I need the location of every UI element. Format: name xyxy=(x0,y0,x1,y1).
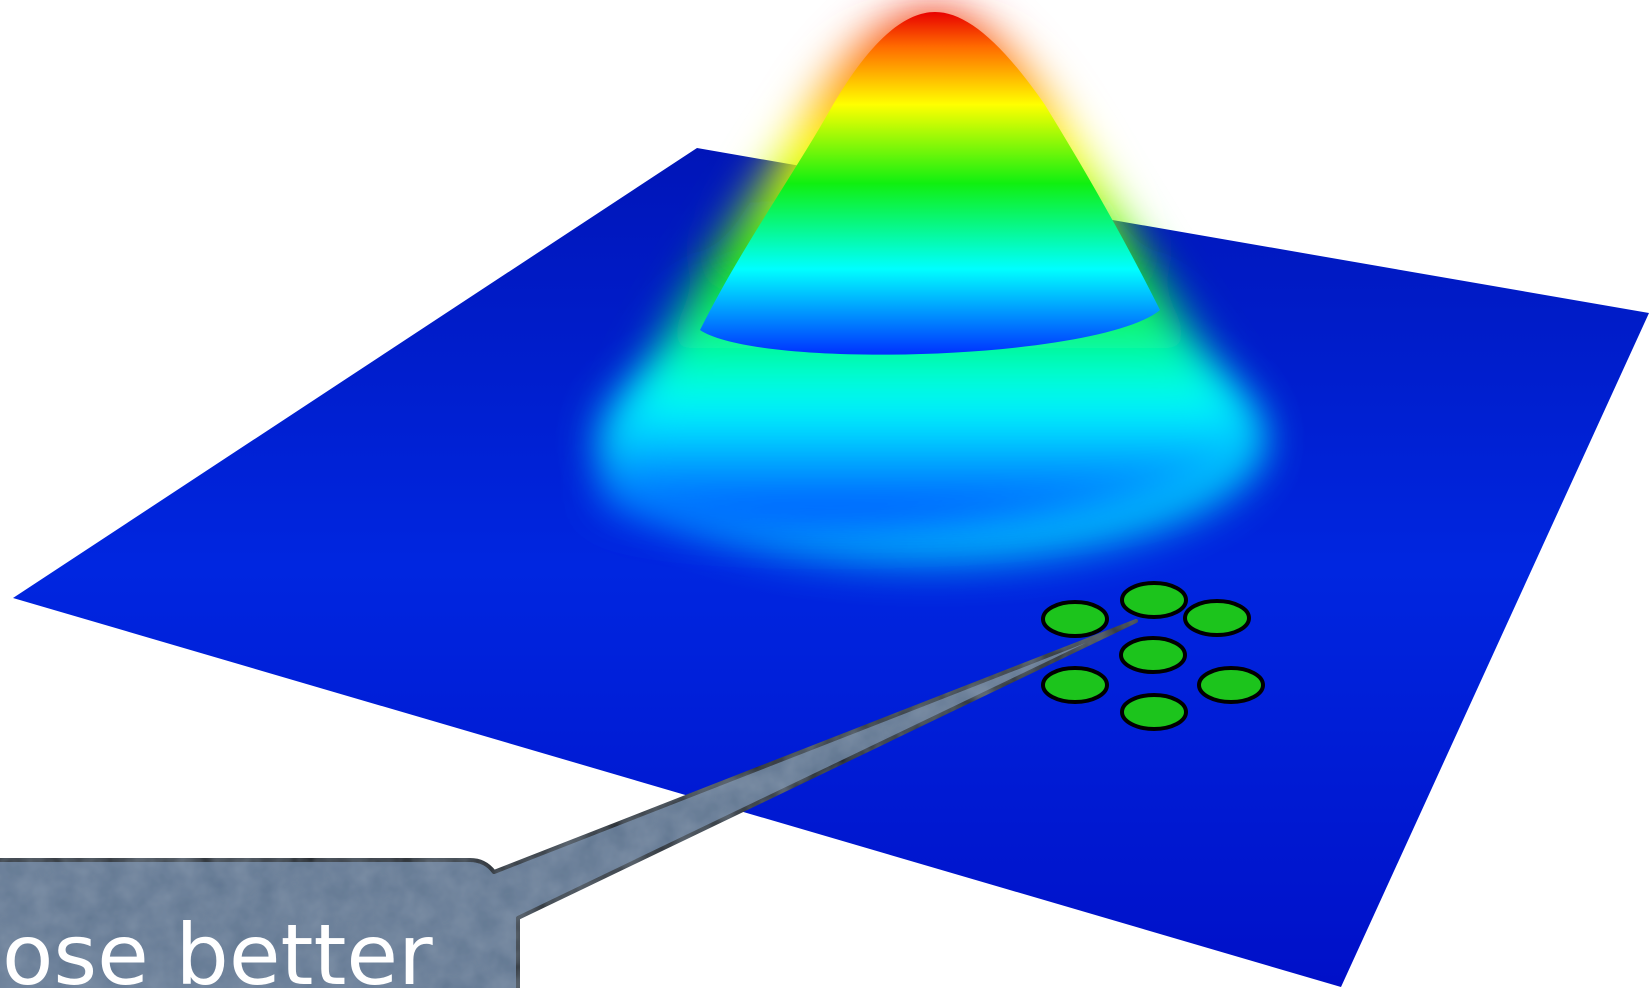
particle xyxy=(1043,668,1107,702)
callout-text: ose better xyxy=(2,906,433,988)
particle xyxy=(1199,668,1263,702)
particle xyxy=(1121,638,1185,672)
particle xyxy=(1122,583,1186,617)
particle xyxy=(1043,602,1107,636)
slide: ose better xyxy=(0,0,1649,988)
particle xyxy=(1185,601,1249,635)
particle xyxy=(1122,695,1186,729)
